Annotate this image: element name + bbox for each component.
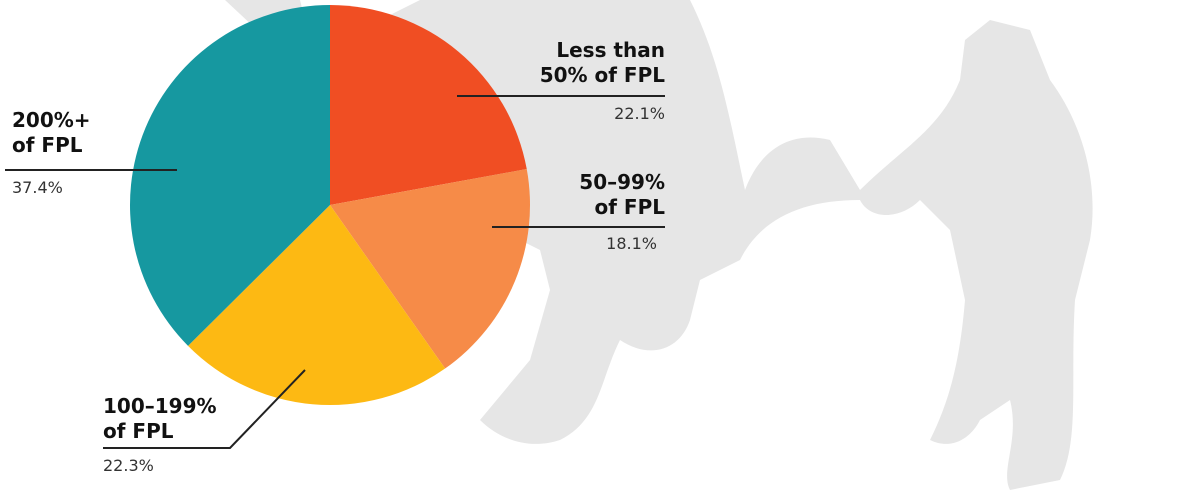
slice-label: Less than 50% of FPL [525, 38, 665, 88]
value-label: 22.1% [614, 104, 665, 123]
slice-label: 50–99% of FPL [565, 170, 665, 220]
page: Less than 50% of FPL 22.1% 50–99% of FPL 18… [0, 0, 1185, 493]
value-label: 18.1% [606, 234, 657, 253]
value-label: 37.4% [12, 178, 63, 197]
slice-label: 100–199% of FPL [103, 394, 233, 444]
slice-label: 200%+ of FPL [12, 108, 112, 158]
value-label: 22.3% [103, 456, 154, 475]
